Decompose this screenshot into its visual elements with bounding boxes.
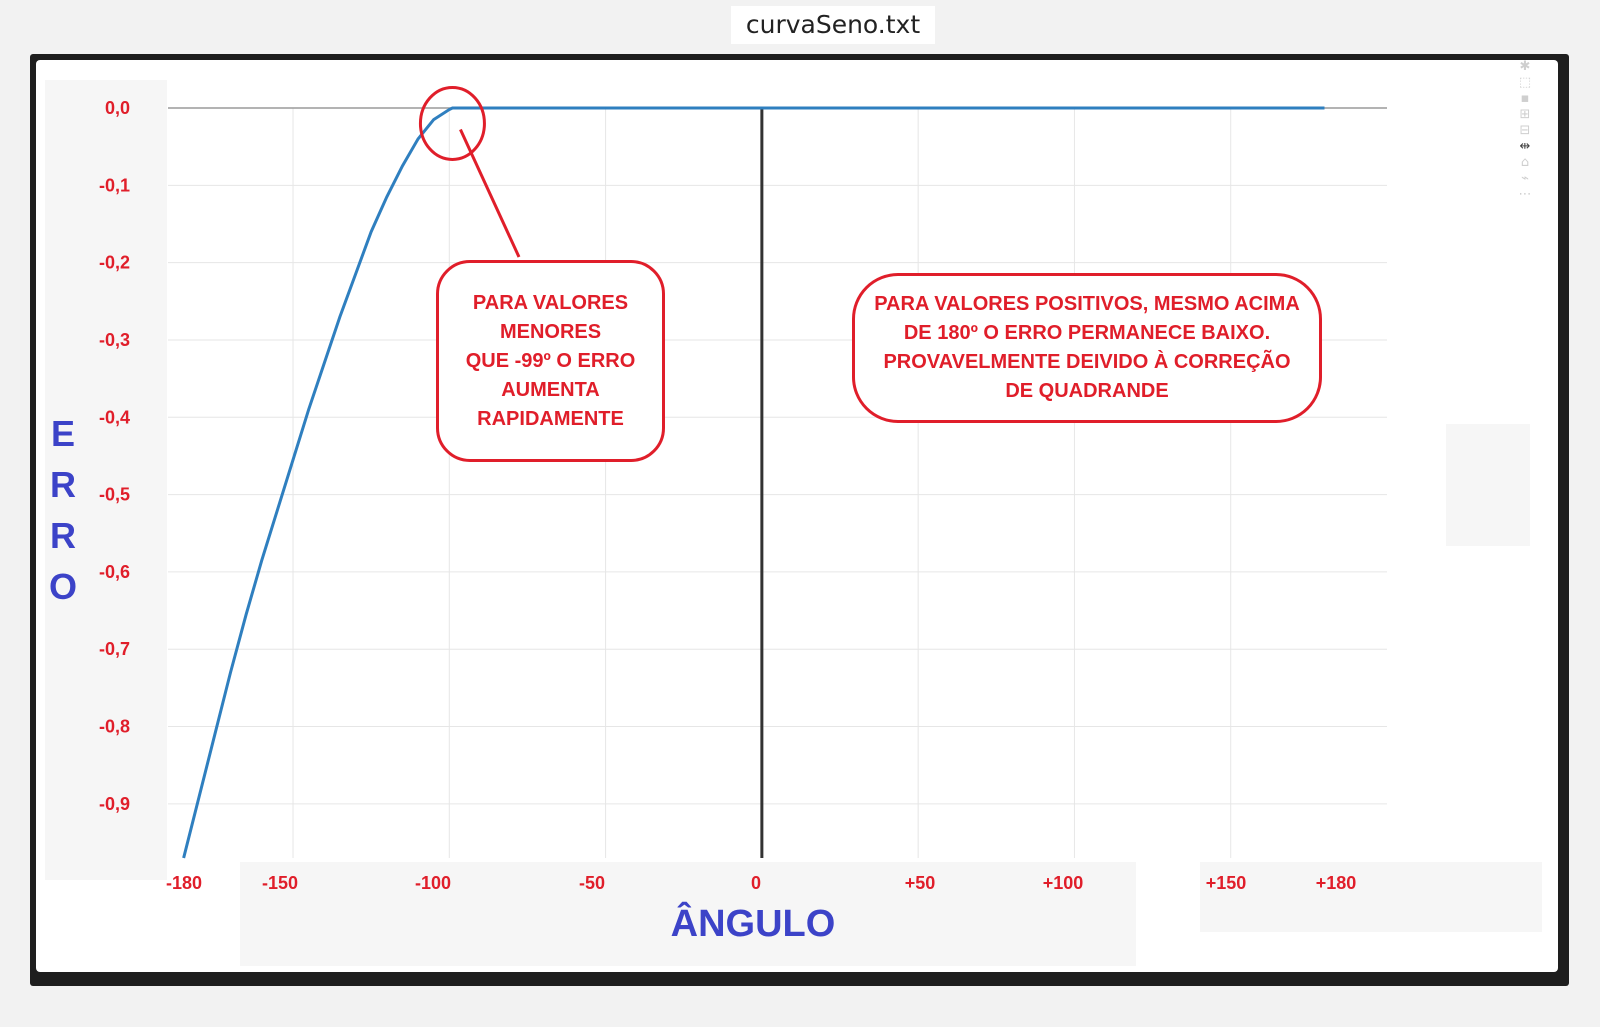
camera-icon[interactable]: ✱: [1519, 59, 1531, 74]
zoom-in-icon[interactable]: ⊞: [1519, 107, 1531, 122]
chart-panel: [36, 60, 1558, 972]
pan-icon[interactable]: ▪: [1520, 91, 1530, 106]
x-axis-background-right: [1200, 862, 1542, 932]
y-axis-title-letter: R: [50, 464, 76, 505]
x-tick-label: +180: [1316, 873, 1357, 893]
annotation-left-note: PARA VALORES MENORES QUE -99º O ERRO AUM…: [436, 260, 665, 462]
window-title: curvaSeno.txt: [731, 6, 935, 44]
x-tick-label: +50: [905, 873, 936, 893]
y-tick-label: -0,6: [99, 562, 130, 582]
reset-axes-icon[interactable]: ⌂: [1520, 155, 1530, 170]
y-axis-title-letter: E: [51, 413, 75, 454]
plot-toolbar: ✱ ⬚ ▪ ⊞ ⊟ ⇹ ⌂ ⌁ ⋯: [1508, 59, 1542, 202]
x-axis-background: [240, 862, 1136, 966]
series-line: [182, 106, 1325, 859]
y-tick-label: -0,1: [99, 175, 130, 195]
y-tick-label: 0,0: [105, 98, 130, 118]
y-axis-background: [45, 80, 167, 880]
zoom-out-icon[interactable]: ⊟: [1519, 123, 1531, 138]
x-tick-label: -180: [166, 873, 202, 893]
x-tick-label: 0: [751, 873, 761, 893]
legend-area: [1446, 424, 1530, 546]
x-tick-label: -100: [415, 873, 451, 893]
x-tick-label: -150: [262, 873, 298, 893]
x-tick-label: +100: [1043, 873, 1084, 893]
annotation-right-note: PARA VALORES POSITIVOS, MESMO ACIMA DE 1…: [852, 273, 1322, 423]
x-tick-label: +150: [1206, 873, 1247, 893]
spike-lines-icon[interactable]: ⌁: [1521, 171, 1529, 186]
y-tick-label: -0,7: [99, 639, 130, 659]
y-tick-label: -0,2: [99, 253, 130, 273]
x-tick-label: -50: [579, 873, 605, 893]
y-tick-label: -0,3: [99, 330, 130, 350]
zoom-icon[interactable]: ⬚: [1518, 75, 1532, 90]
y-tick-label: -0,8: [99, 717, 130, 737]
y-tick-label: -0,4: [99, 407, 130, 427]
grid: [168, 108, 1387, 858]
y-axis-title-letter: O: [49, 566, 77, 607]
compare-icon[interactable]: ⋯: [1518, 187, 1532, 202]
y-axis-title-letter: R: [50, 515, 76, 556]
y-tick-label: -0,5: [99, 485, 130, 505]
x-axis-title: ÂNGULO: [671, 901, 836, 945]
annotation-pointer: [459, 128, 521, 258]
autoscale-icon[interactable]: ⇹: [1519, 139, 1531, 154]
y-tick-label: -0,9: [99, 794, 130, 814]
annotation-circle: [418, 85, 486, 161]
